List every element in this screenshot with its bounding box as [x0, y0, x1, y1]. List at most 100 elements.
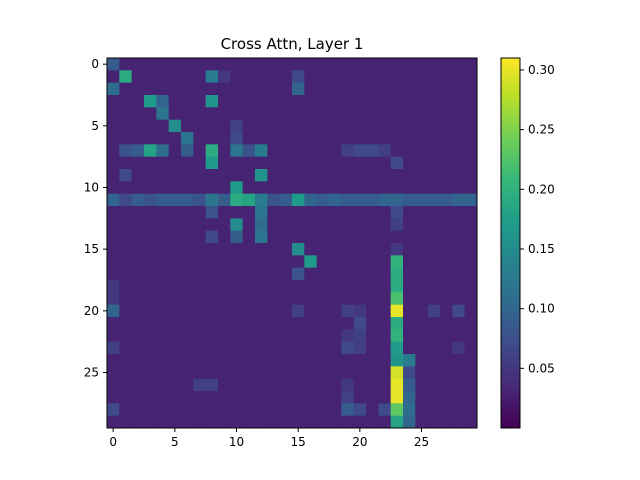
heatmap-cell [403, 181, 416, 195]
heatmap-cell [168, 193, 182, 207]
heatmap-cell [304, 292, 318, 306]
heatmap-cell [316, 95, 330, 108]
heatmap-cell [366, 304, 379, 318]
heatmap-cell [230, 107, 244, 121]
heatmap-cell [107, 341, 120, 355]
heatmap-cell [440, 415, 453, 429]
heatmap-cell [255, 366, 268, 380]
heatmap-cell [218, 304, 231, 318]
heatmap-cell [353, 144, 367, 158]
heatmap-cell [403, 70, 416, 84]
heatmap-cell [267, 181, 281, 195]
heatmap-cell [304, 70, 318, 84]
heatmap-cell [304, 280, 318, 293]
heatmap-cell [279, 218, 293, 232]
heatmap-cell [242, 82, 256, 96]
heatmap-cell [242, 132, 256, 145]
x-tick-label: 5 [171, 435, 179, 449]
heatmap-cell [329, 95, 342, 108]
heatmap-cell [415, 218, 429, 232]
x-tick-label: 0 [109, 435, 117, 449]
heatmap-cell [168, 354, 182, 367]
heatmap-cell [193, 267, 207, 281]
heatmap-cell [230, 391, 244, 404]
heatmap-cell [144, 354, 157, 367]
heatmap-cell [403, 218, 416, 232]
heatmap-cell [144, 403, 157, 417]
heatmap-cell [255, 107, 268, 121]
heatmap-cell [415, 193, 429, 207]
heatmap-cell [390, 181, 404, 195]
heatmap-cell [168, 119, 182, 133]
chart-title: Cross Attn, Layer 1 [221, 35, 364, 53]
heatmap-cell [403, 107, 416, 121]
y-axis-ticks: 0 5 10 15 20 25 [84, 57, 107, 380]
heatmap-cell [292, 82, 305, 96]
heatmap-cell [144, 329, 157, 343]
heatmap-cell [279, 82, 293, 96]
heatmap-cell [279, 292, 293, 306]
heatmap-cell [255, 243, 268, 256]
heatmap-cell [107, 391, 120, 404]
colorbar-tick-label: 0.05 [528, 361, 555, 375]
heatmap-cell [230, 243, 244, 256]
heatmap-cell [464, 206, 478, 219]
heatmap-cell [107, 132, 120, 145]
heatmap-cell [353, 391, 367, 404]
heatmap-cell [366, 181, 379, 195]
heatmap-cell [193, 280, 207, 293]
heatmap-cell [193, 58, 207, 71]
heatmap-cell [415, 82, 429, 96]
heatmap-cell [193, 378, 207, 392]
heatmap-cell [464, 403, 478, 417]
heatmap-cell [292, 317, 305, 330]
heatmap-cell [415, 255, 429, 269]
heatmap-cell [218, 341, 231, 355]
heatmap-cell [415, 95, 429, 108]
heatmap-cell [390, 193, 404, 207]
heatmap-cell [242, 378, 256, 392]
heatmap-cell [119, 70, 133, 84]
heatmap-cell [131, 218, 145, 232]
heatmap-cell [329, 304, 342, 318]
heatmap-cell [427, 415, 441, 429]
heatmap-cell [218, 144, 231, 158]
heatmap-cell [279, 193, 293, 207]
heatmap-cell [341, 82, 355, 96]
heatmap-cell [316, 292, 330, 306]
heatmap-cell [230, 95, 244, 108]
heatmap-cell [193, 341, 207, 355]
heatmap-cell [378, 415, 392, 429]
heatmap-cell [205, 292, 219, 306]
heatmap-cell [292, 329, 305, 343]
heatmap-cell [353, 341, 367, 355]
heatmap-cell [119, 292, 133, 306]
heatmap-cell [329, 82, 342, 96]
heatmap-cell [329, 181, 342, 195]
heatmap-cell [119, 280, 133, 293]
heatmap-cell [378, 280, 392, 293]
heatmap-cell [156, 292, 170, 306]
heatmap-cell [403, 193, 416, 207]
heatmap-cell [464, 366, 478, 380]
heatmap-cell [267, 58, 281, 71]
heatmap-cell [156, 378, 170, 392]
heatmap-cell [427, 206, 441, 219]
heatmap-cell [452, 156, 466, 170]
heatmap-cell [341, 292, 355, 306]
heatmap-cell [230, 58, 244, 71]
heatmap-cell [415, 206, 429, 219]
heatmap-cell [181, 329, 194, 343]
heatmap-cell [341, 341, 355, 355]
heatmap-cell [292, 280, 305, 293]
heatmap-cell [144, 156, 157, 170]
plot-frame [106, 57, 478, 429]
heatmap-cell [403, 58, 416, 71]
heatmap-cell [131, 144, 145, 158]
heatmap-cell [390, 119, 404, 133]
heatmap-cell [329, 341, 342, 355]
heatmap-cell [255, 255, 268, 269]
heatmap-cell [193, 243, 207, 256]
heatmap-cell [440, 317, 453, 330]
heatmap-cell [366, 243, 379, 256]
